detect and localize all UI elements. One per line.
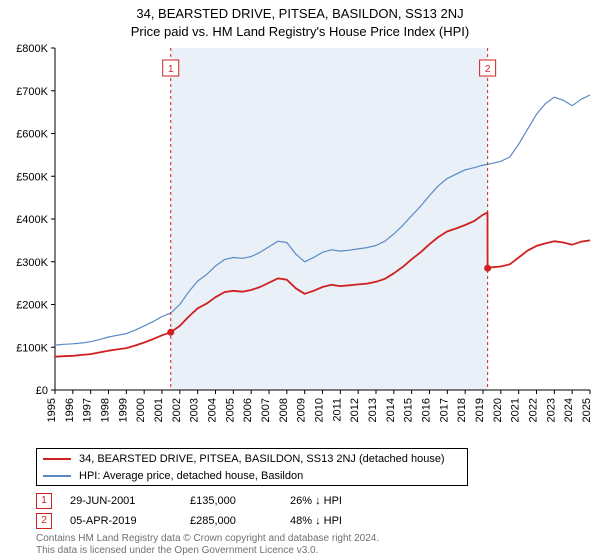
svg-text:2011: 2011	[331, 398, 343, 422]
svg-text:£0: £0	[36, 385, 48, 397]
svg-text:2024: 2024	[563, 398, 575, 422]
svg-text:2001: 2001	[153, 398, 165, 422]
svg-text:£700K: £700K	[16, 86, 48, 98]
legend-row-property: 34, BEARSTED DRIVE, PITSEA, BASILDON, SS…	[37, 450, 467, 467]
svg-text:2019: 2019	[474, 398, 486, 422]
legend-label-hpi: HPI: Average price, detached house, Basi…	[79, 470, 303, 482]
marker-price-1: £135,000	[190, 495, 290, 507]
marker-row-1: 1 29-JUN-2001 £135,000 26% ↓ HPI	[36, 493, 410, 509]
chart-title-line2: Price paid vs. HM Land Registry's House …	[0, 24, 600, 39]
svg-text:2021: 2021	[510, 398, 522, 422]
svg-text:2025: 2025	[581, 398, 593, 422]
chart-title-line1: 34, BEARSTED DRIVE, PITSEA, BASILDON, SS…	[0, 6, 600, 21]
svg-text:2009: 2009	[296, 398, 308, 422]
svg-text:£100K: £100K	[16, 342, 48, 354]
svg-text:2012: 2012	[349, 398, 361, 422]
svg-text:1995: 1995	[46, 398, 58, 422]
marker-date-2: 05-APR-2019	[70, 515, 190, 527]
svg-text:2017: 2017	[438, 398, 450, 422]
svg-text:2020: 2020	[492, 398, 504, 422]
svg-text:2013: 2013	[367, 398, 379, 422]
svg-text:2: 2	[485, 64, 491, 75]
svg-text:1996: 1996	[64, 398, 76, 422]
marker-price-2: £285,000	[190, 515, 290, 527]
chart-svg: £0 £100K £200K £300K £400K £500K £600K £700K £80…	[0, 44, 600, 444]
legend-row-hpi: HPI: Average price, detached house, Basi…	[37, 467, 467, 484]
svg-text:2002: 2002	[171, 398, 183, 422]
copyright-text: Contains HM Land Registry data © Crown c…	[36, 533, 379, 557]
svg-text:2016: 2016	[421, 398, 433, 422]
svg-text:2006: 2006	[242, 398, 254, 422]
svg-text:2010: 2010	[314, 398, 326, 422]
svg-text:1997: 1997	[82, 398, 94, 422]
copyright-line2: This data is licensed under the Open Gov…	[36, 545, 379, 557]
svg-text:£300K: £300K	[16, 257, 48, 269]
marker-pct-1: 26% ↓ HPI	[290, 495, 410, 507]
svg-text:£800K: £800K	[16, 44, 48, 55]
marker-badge-1: 1	[36, 493, 52, 509]
svg-text:2004: 2004	[207, 398, 219, 422]
svg-text:1998: 1998	[100, 398, 112, 422]
legend-label-property: 34, BEARSTED DRIVE, PITSEA, BASILDON, SS…	[79, 453, 445, 465]
chart-plot-area: £0 £100K £200K £300K £400K £500K £600K £700K £80…	[0, 44, 600, 444]
svg-text:2015: 2015	[403, 398, 415, 422]
marker-row-2: 2 05-APR-2019 £285,000 48% ↓ HPI	[36, 513, 410, 529]
svg-text:£400K: £400K	[16, 214, 48, 226]
svg-text:£200K: £200K	[16, 300, 48, 312]
svg-text:2023: 2023	[545, 398, 557, 422]
svg-text:1: 1	[168, 64, 174, 75]
svg-text:£600K: £600K	[16, 129, 48, 141]
svg-text:2008: 2008	[278, 398, 290, 422]
svg-text:2000: 2000	[135, 398, 147, 422]
legend-swatch-property	[43, 458, 71, 460]
marker-date-1: 29-JUN-2001	[70, 495, 190, 507]
copyright-line1: Contains HM Land Registry data © Crown c…	[36, 533, 379, 545]
svg-text:2014: 2014	[385, 398, 397, 422]
svg-text:2003: 2003	[189, 398, 201, 422]
svg-text:2005: 2005	[224, 398, 236, 422]
marker-badge-2: 2	[36, 513, 52, 529]
svg-text:2007: 2007	[260, 398, 272, 422]
svg-text:2018: 2018	[456, 398, 468, 422]
svg-text:2022: 2022	[528, 398, 540, 422]
svg-text:£500K: £500K	[16, 171, 48, 183]
svg-text:1999: 1999	[117, 398, 129, 422]
marker-pct-2: 48% ↓ HPI	[290, 515, 410, 527]
legend-swatch-hpi	[43, 475, 71, 477]
legend-box: 34, BEARSTED DRIVE, PITSEA, BASILDON, SS…	[36, 448, 468, 486]
